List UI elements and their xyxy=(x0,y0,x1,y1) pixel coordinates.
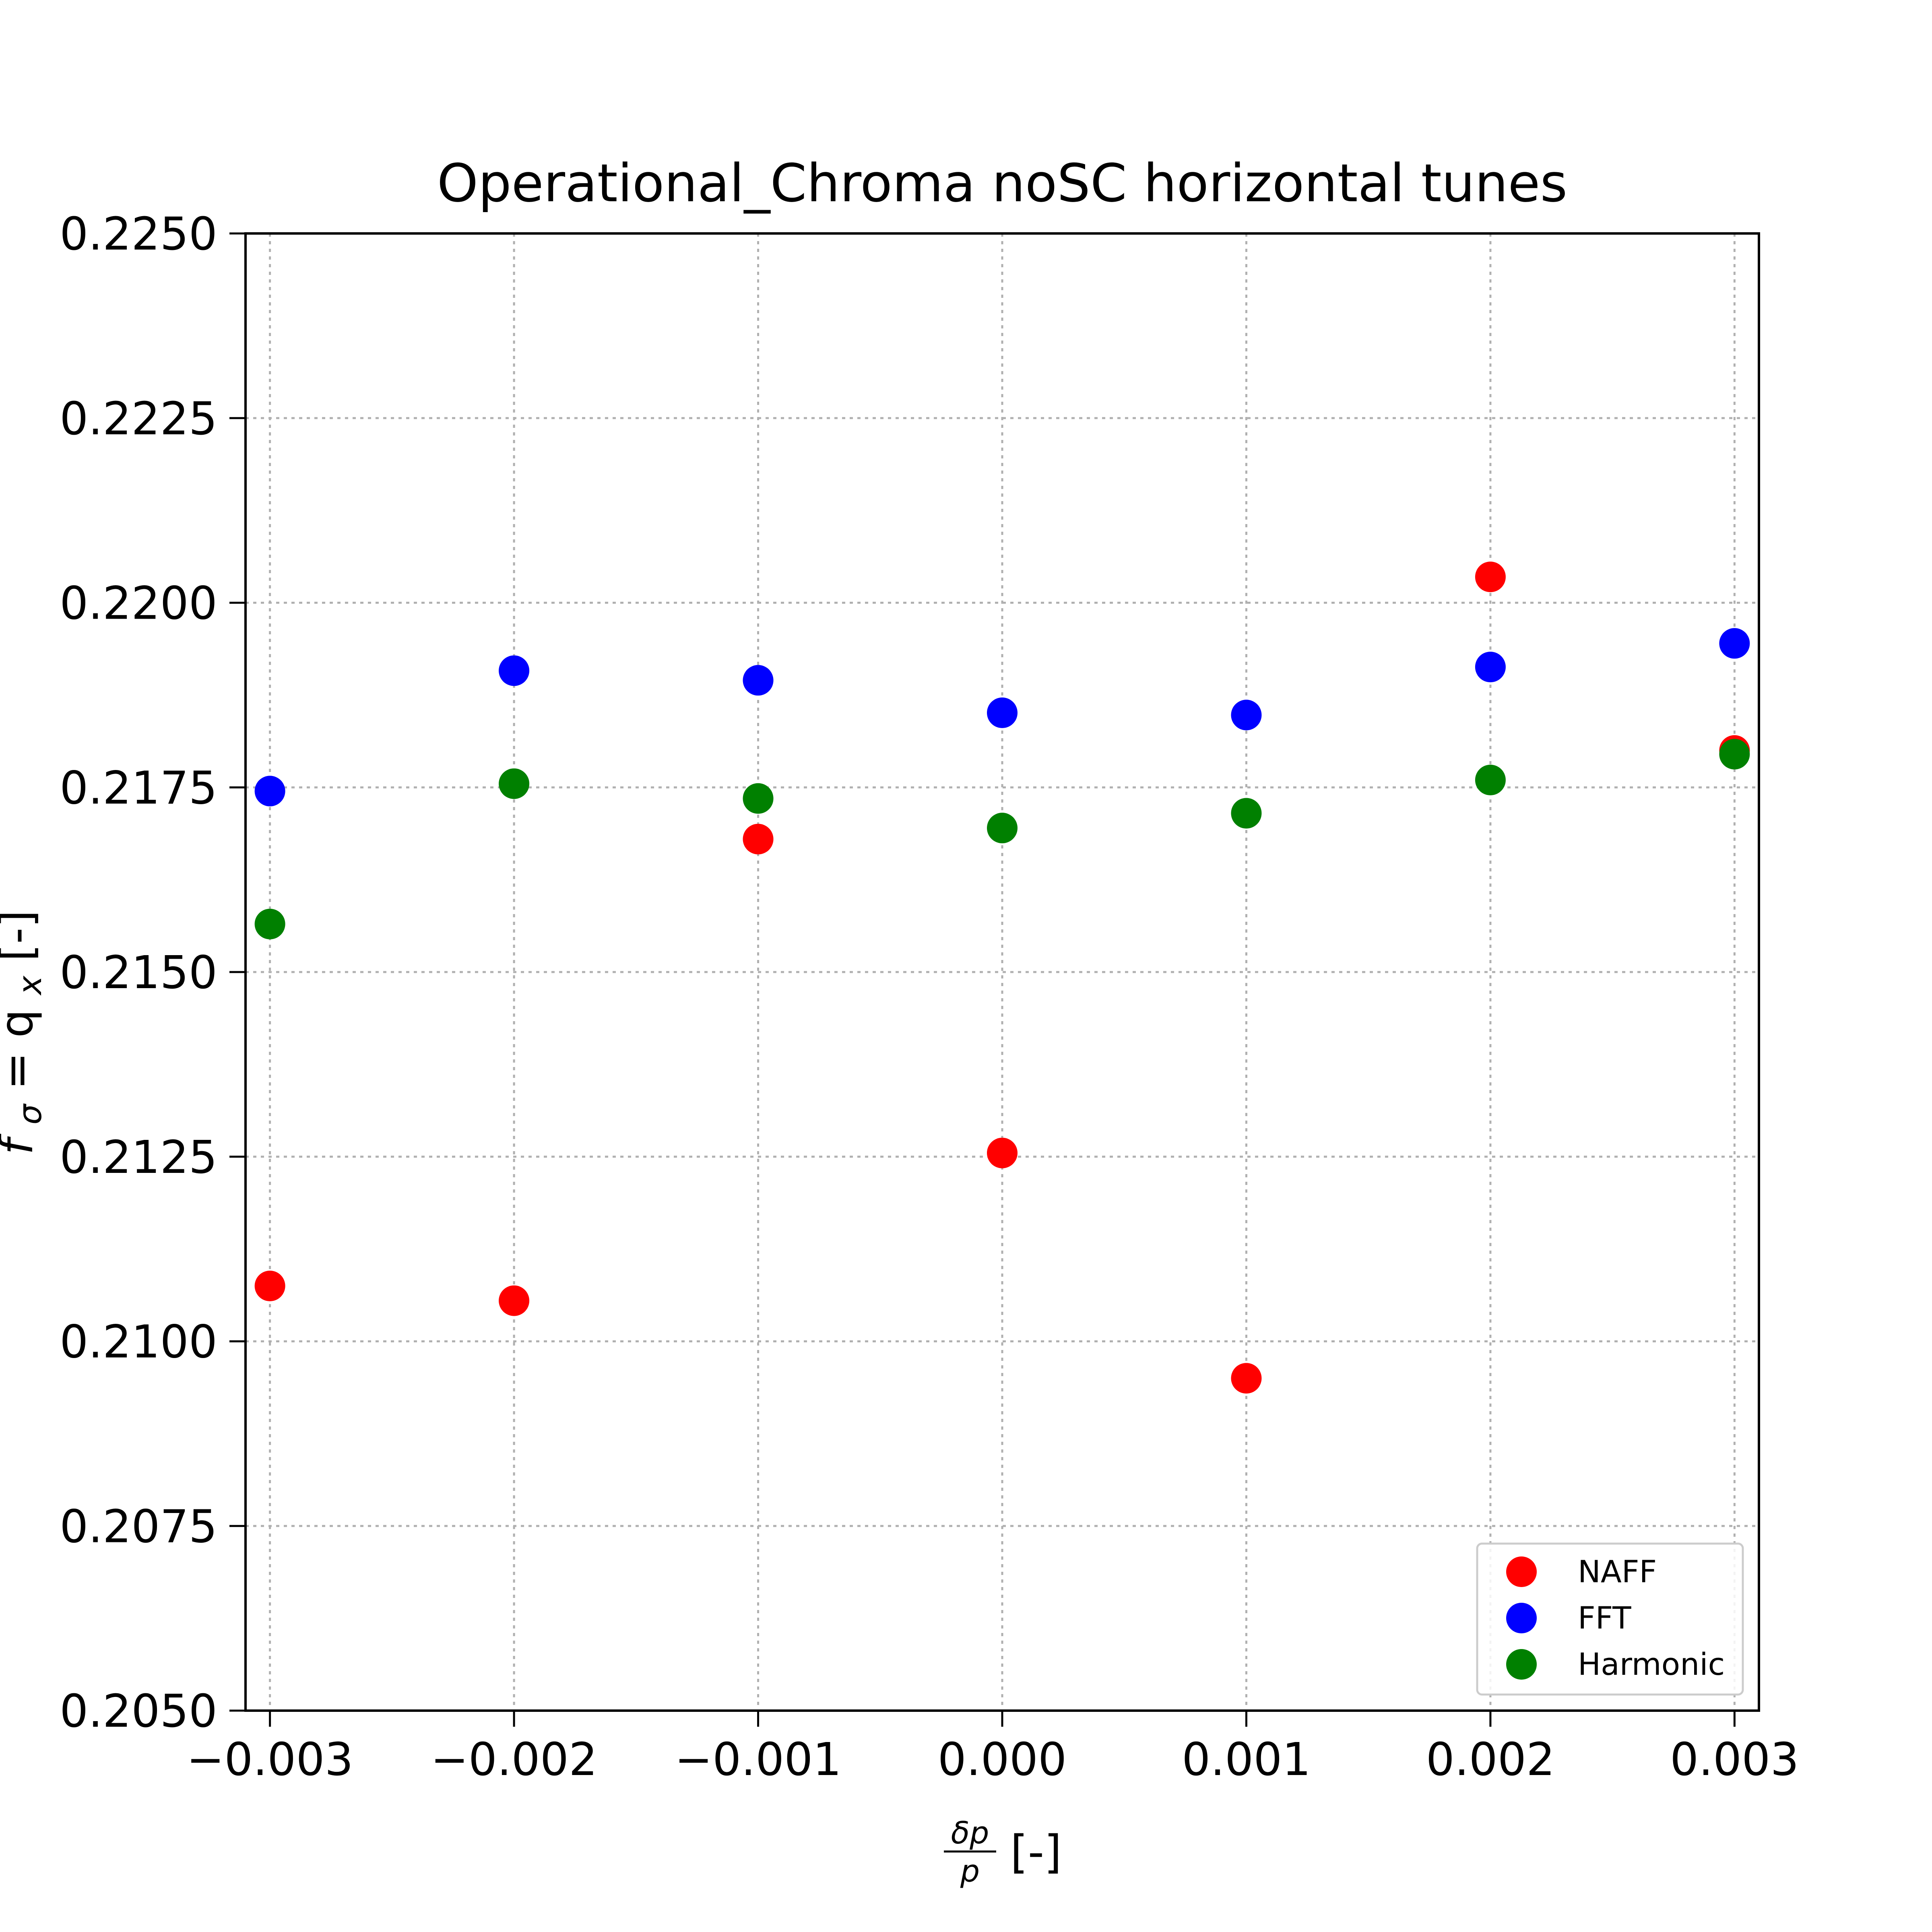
data-point-fft xyxy=(1475,652,1506,683)
legend-label-fft: FFT xyxy=(1578,1600,1631,1636)
y-tick-label: 0.2050 xyxy=(60,1685,217,1738)
x-axis-label-unit: [-] xyxy=(1010,1826,1062,1878)
chart-title: Operational_Chroma noSC horizontal tunes xyxy=(437,153,1567,214)
legend: NAFF FFT Harmonic xyxy=(1476,1542,1744,1696)
y-axis-label-equals: = q xyxy=(0,1009,43,1090)
y-axis-label-subscript-2: x xyxy=(11,975,49,996)
x-tick-label: −0.002 xyxy=(431,1734,597,1786)
y-tick-label: 0.2175 xyxy=(60,762,217,814)
axis-ticks: −0.003 −0.002 −0.001 0.000 0.001 0.002 0.003 0.… xyxy=(60,208,1799,1786)
series-fft xyxy=(254,628,1750,807)
data-point-naff xyxy=(743,824,774,855)
x-tick-label: 0.001 xyxy=(1182,1734,1311,1786)
data-point-fft xyxy=(254,776,285,807)
data-point-harmonic xyxy=(1231,798,1262,829)
data-point-naff xyxy=(1231,1363,1262,1394)
x-tick-label: 0.003 xyxy=(1670,1734,1799,1786)
grid-lines xyxy=(246,232,1759,1712)
y-tick-label: 0.2125 xyxy=(60,1131,217,1184)
x-tick-label: 0.000 xyxy=(938,1734,1067,1786)
legend-marker-naff xyxy=(1506,1556,1537,1587)
data-points xyxy=(254,561,1750,1394)
data-point-naff xyxy=(499,1285,530,1316)
x-axis-label: δp p [-] xyxy=(944,1815,1062,1889)
legend-label-harmonic: Harmonic xyxy=(1578,1646,1725,1682)
data-point-fft xyxy=(743,665,774,696)
y-tick-label: 0.2200 xyxy=(60,578,217,630)
x-tick-label: −0.003 xyxy=(186,1734,353,1786)
y-axis-label: f σ = q x [-] xyxy=(0,910,52,1155)
y-tick-label: 0.2100 xyxy=(60,1316,217,1368)
y-tick-label: 0.2075 xyxy=(60,1501,217,1553)
data-point-naff xyxy=(987,1137,1018,1168)
y-tick-label: 0.2150 xyxy=(60,947,217,999)
legend-marker-fft xyxy=(1506,1603,1537,1633)
data-point-harmonic xyxy=(743,783,774,814)
data-point-fft xyxy=(987,697,1018,728)
data-point-harmonic xyxy=(499,768,530,799)
data-point-fft xyxy=(1231,700,1262,731)
legend-box xyxy=(1476,1542,1744,1696)
x-axis-label-denominator: p xyxy=(960,1853,980,1889)
data-point-harmonic xyxy=(1719,739,1750,770)
legend-marker-harmonic xyxy=(1506,1649,1537,1680)
y-axis-label-unit: [-] xyxy=(0,910,43,962)
y-axis-label-symbol: f xyxy=(0,1133,43,1155)
series-harmonic xyxy=(254,739,1750,939)
data-point-harmonic xyxy=(987,813,1018,844)
data-point-harmonic xyxy=(1475,764,1506,795)
data-point-harmonic xyxy=(254,908,285,939)
data-point-fft xyxy=(499,655,530,686)
x-axis-label-numerator: δp xyxy=(951,1815,989,1851)
data-point-naff xyxy=(1475,561,1506,592)
data-point-naff xyxy=(254,1270,285,1301)
y-axis-label-subscript: σ xyxy=(11,1103,49,1125)
legend-label-naff: NAFF xyxy=(1578,1554,1657,1589)
y-tick-label: 0.2250 xyxy=(60,208,217,260)
y-tick-label: 0.2225 xyxy=(60,393,217,445)
x-tick-label: −0.001 xyxy=(675,1734,841,1786)
x-tick-label: 0.002 xyxy=(1426,1734,1555,1786)
data-point-fft xyxy=(1719,628,1750,659)
